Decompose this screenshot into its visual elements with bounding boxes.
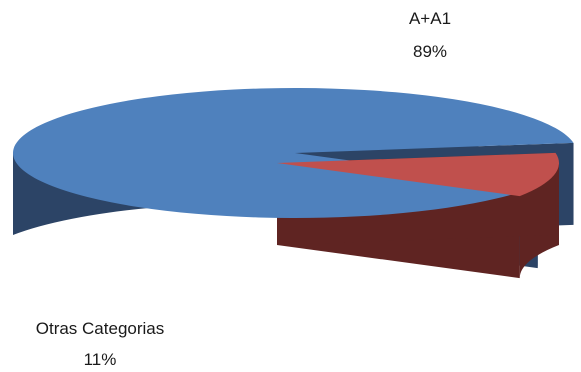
slice-percent-label-a-a1: 89% xyxy=(413,42,447,61)
slice-top-a-a1 xyxy=(13,87,574,218)
slice-percent-label-otras-categorias: 11% xyxy=(84,350,117,369)
data-labels-layer: A+A1 89% Otras Categorias 11% xyxy=(36,9,451,369)
slice-category-label-a-a1: A+A1 xyxy=(409,9,451,28)
slice-top-otras-categorias xyxy=(277,152,559,197)
slice-tops-layer xyxy=(13,87,574,218)
slice-category-label-otras-categorias: Otras Categorias xyxy=(36,319,165,338)
